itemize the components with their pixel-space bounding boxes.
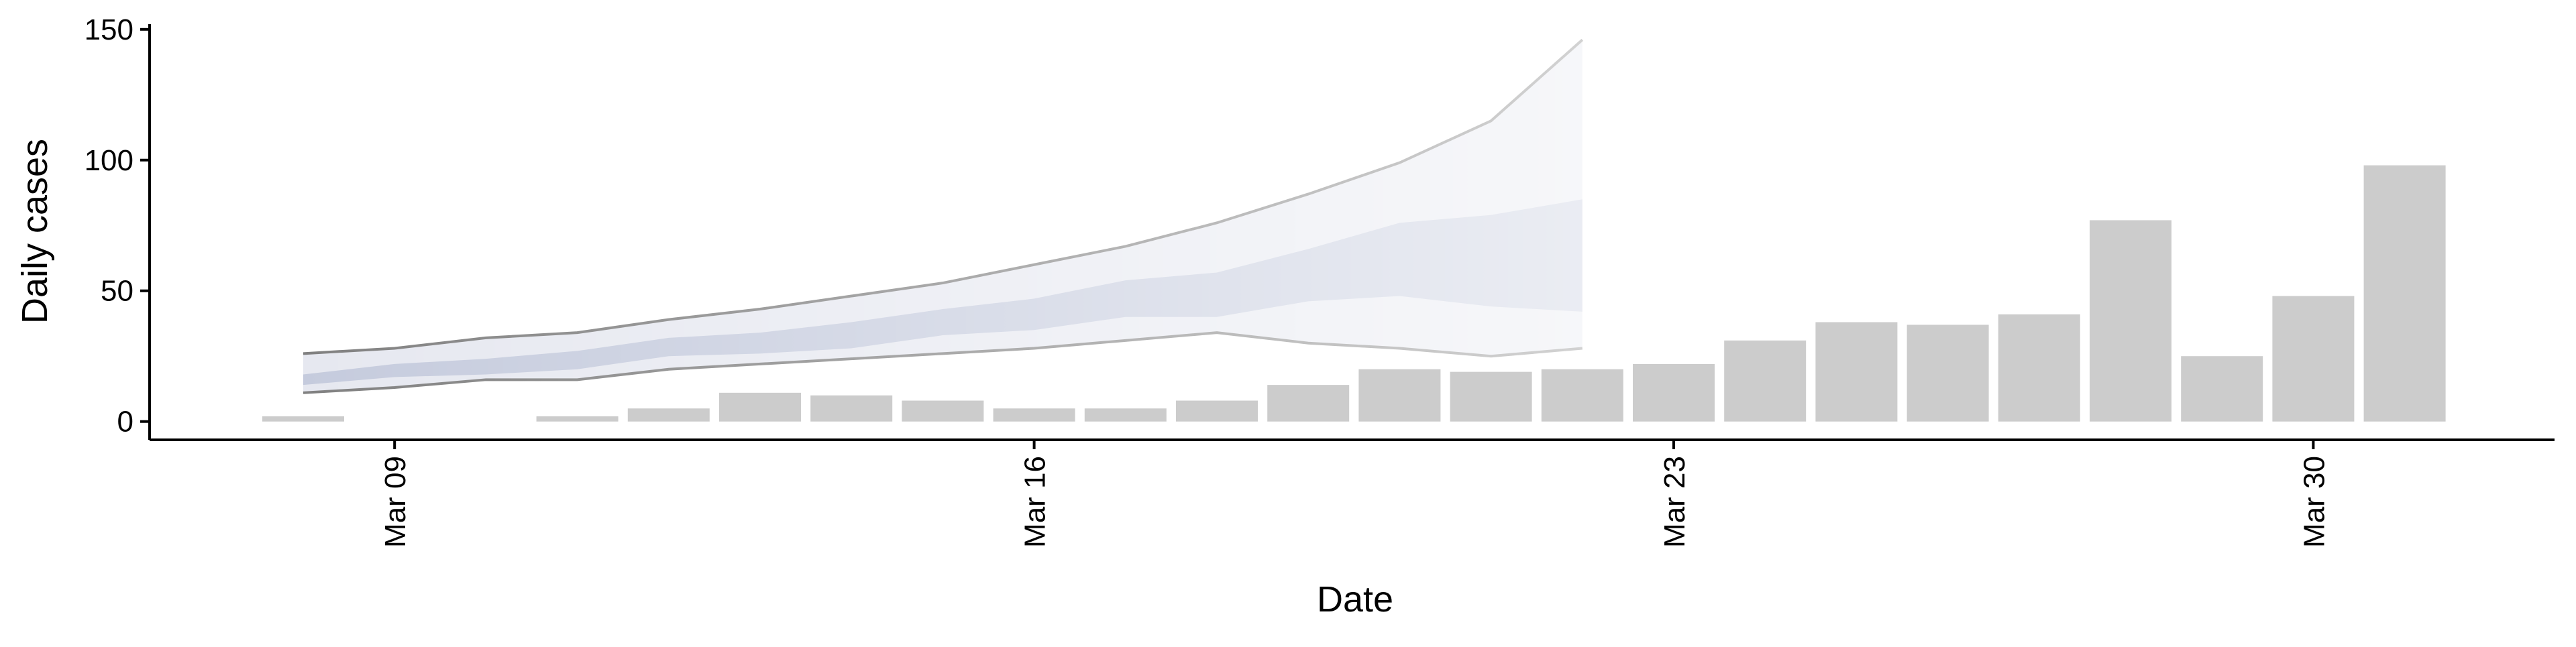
bar [1084, 408, 1167, 422]
bars [262, 165, 2446, 422]
bar [2090, 220, 2171, 422]
nowcast-bands [303, 38, 1584, 394]
band-lower-line [303, 331, 1582, 394]
y-tick-label: 50 [101, 275, 133, 308]
bar [627, 408, 710, 422]
bar [1633, 363, 1715, 422]
bar [2272, 296, 2355, 422]
x-tick-label: Mar 16 [1019, 456, 1052, 548]
bar [1724, 340, 1807, 422]
bar [1358, 369, 1441, 422]
bar [719, 392, 801, 422]
bar [2363, 165, 2446, 422]
bar [536, 416, 619, 422]
bar [2181, 356, 2263, 422]
bar [993, 408, 1075, 422]
x-tick-label: Mar 23 [1658, 456, 1691, 548]
band-area [303, 40, 1582, 393]
bar [810, 395, 893, 422]
bar [1450, 371, 1532, 422]
x-tick-label: Mar 30 [2298, 456, 2330, 548]
x-tick-label: Mar 09 [379, 456, 412, 548]
axes: 0 50 100 150 Mar 09 Mar 16 Mar 23 Mar 30 [85, 13, 2555, 548]
bar [1176, 400, 1258, 422]
y-tick-label: 0 [117, 406, 133, 438]
x-axis-title: Date [1317, 579, 1393, 620]
y-tick-label: 100 [85, 144, 133, 177]
bar [262, 416, 344, 422]
bar [1907, 325, 1989, 422]
bar [1998, 314, 2080, 422]
y-axis-title: Daily cases [15, 139, 55, 324]
bar [1541, 369, 1623, 422]
bar [1267, 385, 1350, 422]
band-upper-line [303, 38, 1584, 355]
bar [1815, 322, 1898, 422]
bar [902, 400, 984, 422]
band-area [303, 199, 1582, 386]
y-tick-label: 150 [85, 13, 133, 46]
